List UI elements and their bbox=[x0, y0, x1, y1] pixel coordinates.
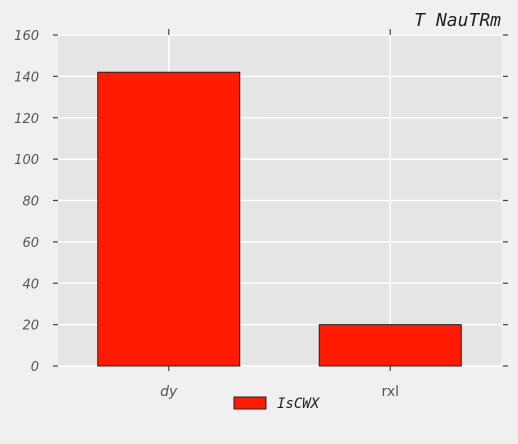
y-tick-label: 100 bbox=[14, 153, 39, 168]
bar-dy bbox=[97, 71, 241, 367]
y-axis-tick-labels: 0 20 40 60 80 100 120 140 160 bbox=[14, 29, 39, 375]
y-tick-label: 0 bbox=[31, 360, 39, 375]
legend: IsCWX bbox=[233, 396, 321, 412]
y-tick-label: 140 bbox=[14, 70, 39, 85]
bar-rxl bbox=[318, 324, 462, 367]
axis-ticks bbox=[53, 29, 508, 371]
x-axis-tick-labels: dy rxl bbox=[160, 384, 399, 400]
y-tick-label: 40 bbox=[22, 277, 39, 292]
y-tick-label: 20 bbox=[22, 319, 39, 334]
legend-label: IsCWX bbox=[277, 396, 321, 412]
y-tick-label: 120 bbox=[14, 112, 39, 127]
x-tick-label-dy: dy bbox=[160, 384, 178, 400]
x-tick-label-rxl: rxl bbox=[381, 384, 399, 400]
y-tick-label: 80 bbox=[22, 195, 39, 210]
y-tick-label: 160 bbox=[14, 29, 39, 44]
chart-title: T NauTRm bbox=[414, 10, 501, 31]
y-tick-label: 60 bbox=[22, 236, 39, 251]
legend-swatch bbox=[233, 396, 267, 410]
bars bbox=[97, 71, 462, 367]
